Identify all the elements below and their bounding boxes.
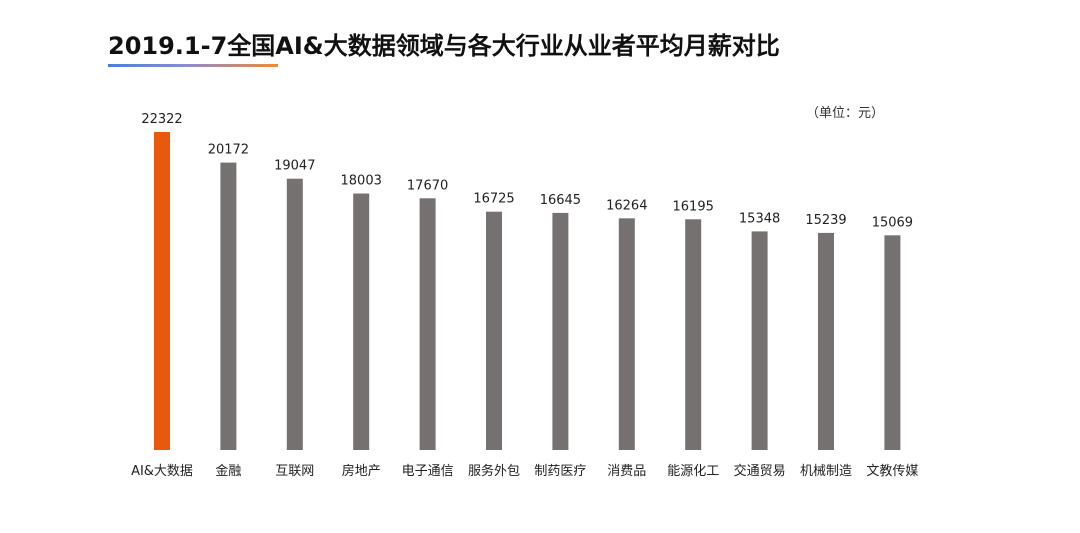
value-label-5: 16725 (473, 192, 514, 207)
category-label-4: 电子通信 (402, 464, 454, 479)
bar-0 (154, 132, 170, 450)
bar-1 (220, 162, 237, 450)
bar-10 (818, 232, 834, 450)
bar-7 (618, 218, 635, 450)
category-label-5: 服务外包 (468, 463, 520, 479)
value-labels-group: 22322 20172 19047 18003 17670 16725 16645 16264… (141, 112, 913, 230)
category-label-11: 文教传媒 (866, 463, 918, 479)
value-label-4: 17670 (407, 178, 448, 193)
category-label-9: 交通贸易 (734, 463, 786, 479)
bar-6 (552, 212, 569, 450)
category-label-6: 制药医疗 (534, 464, 586, 479)
category-label-2: 互联网 (275, 464, 314, 479)
value-label-10: 15239 (805, 213, 846, 228)
bar-4 (419, 198, 436, 450)
bar-3 (353, 193, 370, 450)
chart-title: 2019.1-7全国AI&大数据领域与各大行业从业者平均月薪对比 (108, 32, 780, 60)
bar-11 (884, 235, 901, 450)
category-label-7: 消费品 (607, 464, 646, 479)
category-label-10: 机械制造 (800, 464, 852, 479)
value-label-9: 15348 (739, 211, 780, 226)
category-labels-group: AI&大数据 金融 互联网 房地产 电子通信 服务外包 制药医疗 消费品 能源化工 交通贸易 机械制… (131, 463, 918, 479)
value-label-0: 22322 (141, 112, 182, 127)
title-underline (108, 64, 278, 67)
value-label-7: 16264 (606, 198, 647, 213)
category-label-1: 金融 (215, 463, 241, 479)
category-label-8: 能源化工 (667, 464, 719, 479)
bars-group (154, 132, 901, 450)
value-label-11: 15069 (872, 215, 913, 230)
bar-8 (685, 219, 702, 450)
category-label-3: 房地产 (342, 463, 381, 479)
value-label-1: 20172 (208, 143, 249, 158)
value-label-2: 19047 (274, 159, 315, 174)
bar-9 (751, 231, 768, 450)
bar-2 (286, 178, 303, 450)
unit-label: （单位：元） (806, 106, 885, 121)
value-label-3: 18003 (341, 174, 382, 189)
category-label-0: AI&大数据 (131, 464, 193, 479)
value-label-6: 16645 (540, 193, 581, 208)
value-label-8: 16195 (673, 199, 714, 214)
bar-5 (486, 211, 502, 450)
